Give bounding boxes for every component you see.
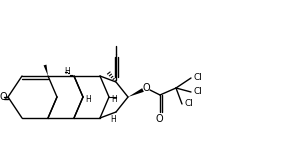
Text: H: H: [85, 94, 91, 104]
Text: O: O: [142, 83, 150, 93]
Text: O: O: [0, 92, 8, 102]
Text: H: H: [111, 94, 117, 104]
Text: O: O: [155, 114, 163, 124]
Text: Cl: Cl: [194, 74, 202, 82]
Text: Cl: Cl: [185, 99, 193, 109]
Polygon shape: [43, 65, 48, 76]
Text: Cl: Cl: [194, 87, 202, 97]
Polygon shape: [128, 88, 144, 97]
Text: H: H: [64, 66, 70, 75]
Text: H: H: [110, 116, 116, 125]
